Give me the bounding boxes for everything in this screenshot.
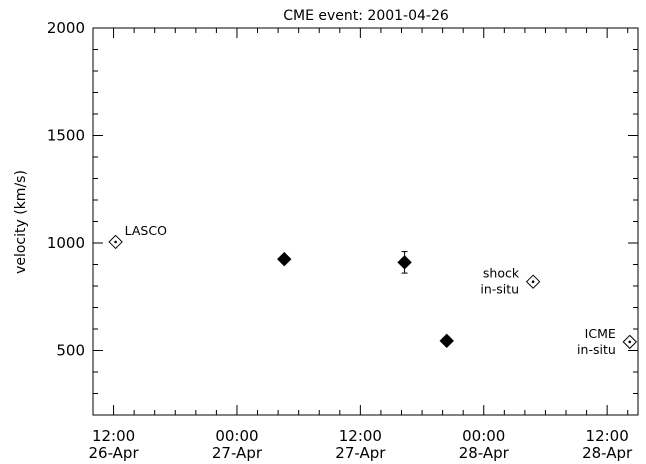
y-tick-label: 1500 [47, 127, 85, 145]
point-annotation: ICME [585, 326, 616, 341]
y-tick-label: 1000 [47, 234, 85, 252]
x-tick-time-label: 12:00 [339, 427, 382, 445]
y-axis-label: velocity (km/s) [13, 170, 29, 274]
x-tick-time-label: 12:00 [92, 427, 135, 445]
marker-center-dot [628, 340, 632, 344]
x-tick-time-label: 12:00 [586, 427, 629, 445]
x-tick-date-label: 26-Apr [89, 444, 140, 462]
marker-center-dot [114, 240, 117, 244]
filled-diamond-marker [439, 333, 454, 349]
filled-diamond-marker [397, 255, 412, 270]
x-tick-date-label: 28-Apr [459, 444, 510, 462]
plot-frame [92, 27, 639, 416]
point-annotation: shock [483, 266, 520, 281]
point-annotation: in-situ [480, 282, 519, 297]
x-tick-date-label: 27-Apr [212, 444, 263, 462]
point-annotation: in-situ [577, 342, 616, 357]
chart-title: CME event: 2001-04-26 [283, 8, 449, 24]
x-tick-time-label: 00:00 [215, 427, 258, 445]
y-axis-ticks: 500 1000 1500 2000 [47, 19, 638, 416]
x-tick-date-label: 28-Apr [582, 444, 633, 462]
filled-diamond-marker [277, 251, 292, 267]
x-tick-time-label: 00:00 [462, 427, 505, 445]
point-annotation: LASCO [125, 223, 167, 238]
y-tick-label: 500 [56, 342, 85, 360]
y-tick-label: 2000 [47, 19, 85, 37]
marker-center-dot [531, 280, 535, 284]
x-tick-date-label: 27-Apr [335, 444, 386, 462]
x-axis-ticks: 12:0026-Apr00:0027-Apr12:0027-Apr00:0028… [89, 28, 633, 462]
